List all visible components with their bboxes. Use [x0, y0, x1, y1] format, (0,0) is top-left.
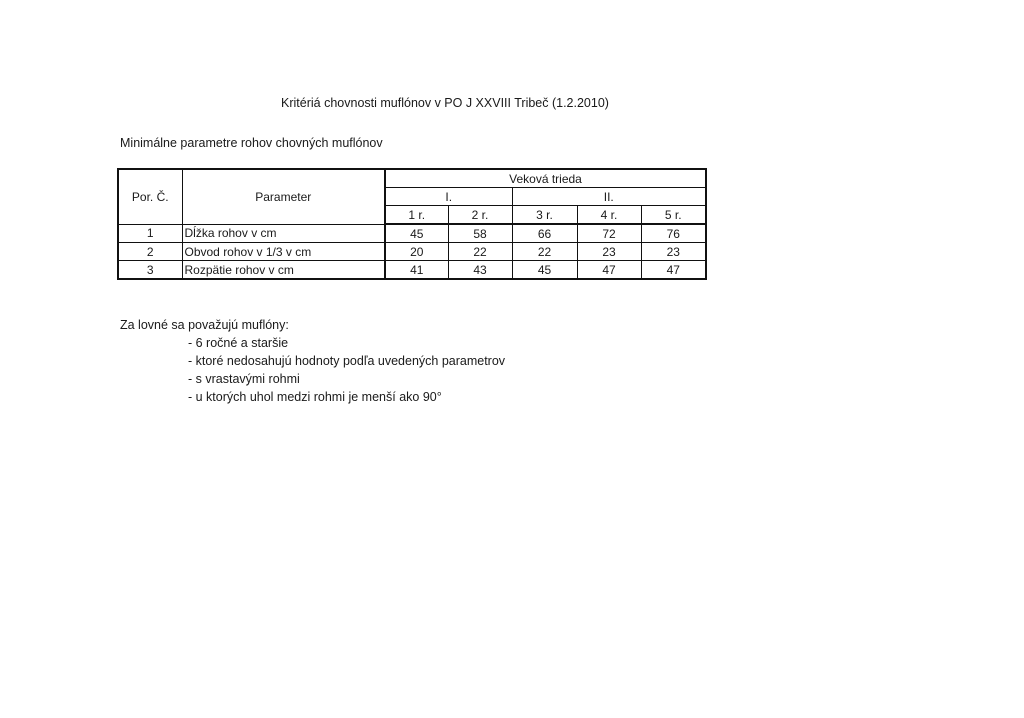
- cell-value: 23: [576, 242, 642, 261]
- header-year: 1 r.: [384, 205, 449, 225]
- header-class-1: I.: [384, 187, 513, 206]
- header-class-2: II.: [511, 187, 707, 206]
- hunting-criteria-heading: Za lovné sa považujú muflóny:: [120, 318, 289, 332]
- header-age-group: Veková trieda: [384, 168, 707, 188]
- cell-value: 66: [511, 223, 578, 243]
- cell-value: 72: [576, 223, 642, 243]
- header-por: Por. Č.: [117, 168, 183, 225]
- cell-value: 45: [384, 223, 449, 243]
- header-year: 3 r.: [511, 205, 578, 225]
- table-row: 1 Dĺžka rohov v cm 45 58 66 72 76: [117, 223, 707, 243]
- cell-value: 76: [640, 223, 707, 243]
- header-parameter: Parameter: [181, 168, 386, 225]
- criteria-item: - 6 ročné a staršie: [188, 336, 289, 350]
- cell-value: 41: [384, 260, 449, 280]
- cell-value: 22: [447, 242, 513, 261]
- header-year: 5 r.: [640, 205, 707, 225]
- row-parameter: Dĺžka rohov v cm: [181, 223, 386, 243]
- cell-value: 45: [511, 260, 578, 280]
- cell-value: 43: [447, 260, 513, 280]
- cell-value: 20: [384, 242, 449, 261]
- table-row: 2 Obvod rohov v 1/3 v cm 20 22 22 23 23: [117, 242, 707, 261]
- cell-value: 47: [640, 260, 707, 280]
- horn-parameters-table: Por. Č. Parameter Veková trieda I. II. 1…: [117, 168, 707, 280]
- row-parameter: Rozpätie rohov v cm: [181, 260, 386, 280]
- document-title: Kritériá chovnosti muflónov v PO J XXVII…: [281, 96, 609, 110]
- row-number: 1: [117, 223, 183, 243]
- cell-value: 58: [447, 223, 513, 243]
- row-number: 3: [117, 260, 183, 280]
- header-year: 2 r.: [447, 205, 513, 225]
- cell-value: 22: [511, 242, 578, 261]
- criteria-item: - s vrastavými rohmi: [188, 372, 300, 386]
- cell-value: 23: [640, 242, 707, 261]
- criteria-item: - ktoré nedosahujú hodnoty podľa uvedený…: [188, 354, 506, 368]
- table-caption: Minimálne parametre rohov chovných mufló…: [120, 136, 383, 150]
- header-year: 4 r.: [576, 205, 642, 225]
- row-parameter: Obvod rohov v 1/3 v cm: [181, 242, 386, 261]
- criteria-item: - u ktorých uhol medzi rohmi je menší ak…: [188, 390, 442, 404]
- table-row: 3 Rozpätie rohov v cm 41 43 45 47 47: [117, 260, 707, 280]
- row-number: 2: [117, 242, 183, 261]
- cell-value: 47: [576, 260, 642, 280]
